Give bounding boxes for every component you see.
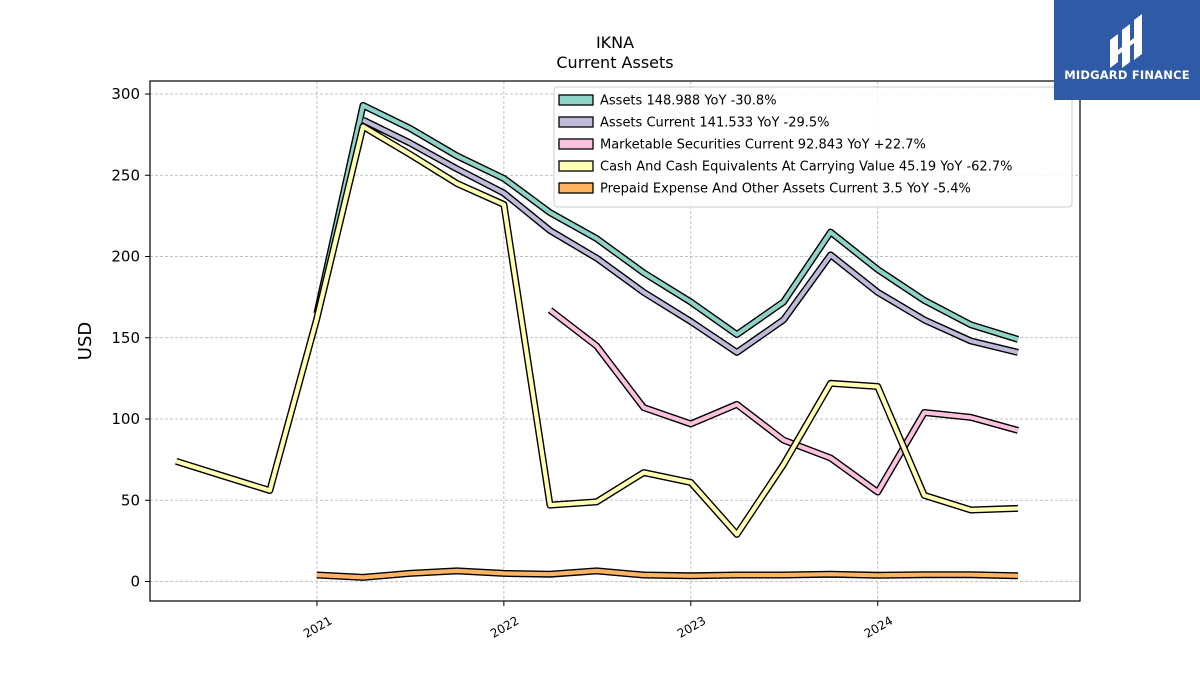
- legend-box: [553, 86, 1073, 208]
- y-tick-label: 150: [111, 329, 140, 347]
- x-tick-label: 2022: [488, 613, 521, 640]
- legend-entry: Cash And Cash Equivalents At Carrying Va…: [600, 160, 1012, 175]
- axis-ticks: 0 50 100 150 200 250 300 2021 2022 2023 2024: [111, 85, 895, 641]
- x-tick-label: 2023: [675, 613, 708, 640]
- series-line-3: [548, 308, 1019, 495]
- logo-text: MIDGARD FINANCE: [1064, 68, 1190, 82]
- logo-mark-icon: [1110, 14, 1142, 68]
- legend-swatch: [558, 116, 594, 128]
- brand-logo: MIDGARD FINANCE: [1054, 0, 1200, 100]
- series-lines: [175, 101, 1020, 581]
- x-tick-label: 2024: [862, 613, 895, 640]
- y-tick-label: 50: [121, 491, 140, 509]
- legend: Assets 148.988 YoY -30.8% Assets Current …: [553, 86, 1073, 208]
- chart-title: IKNA: [596, 33, 634, 52]
- x-tick-label: 2021: [301, 613, 334, 640]
- legend-swatch: [558, 138, 594, 150]
- legend-entry: Prepaid Expense And Other Assets Current…: [600, 182, 971, 197]
- legend-swatch: [558, 182, 594, 194]
- y-tick-label: 0: [130, 573, 140, 591]
- plot-frame: [149, 80, 1081, 602]
- series-line-4: [175, 124, 1019, 537]
- legend-swatch: [558, 94, 594, 106]
- series-line-2: [362, 118, 1019, 355]
- y-tick-label: 300: [111, 85, 140, 103]
- y-tick-label: 100: [111, 410, 140, 428]
- legend-entry: Assets Current 141.533 YoY -29.5%: [600, 116, 830, 131]
- y-axis-label: USD: [75, 322, 96, 360]
- series-line-5: [316, 568, 1019, 580]
- chart-subtitle: Current Assets: [556, 53, 673, 72]
- legend-entry: Assets 148.988 YoY -30.8%: [600, 94, 777, 109]
- y-tick-label: 250: [111, 166, 140, 184]
- legend-swatch: [558, 160, 594, 172]
- series-line-1: [314, 103, 1019, 342]
- y-tick-label: 200: [111, 248, 140, 266]
- legend-entry: Marketable Securities Current 92.843 YoY…: [600, 138, 926, 153]
